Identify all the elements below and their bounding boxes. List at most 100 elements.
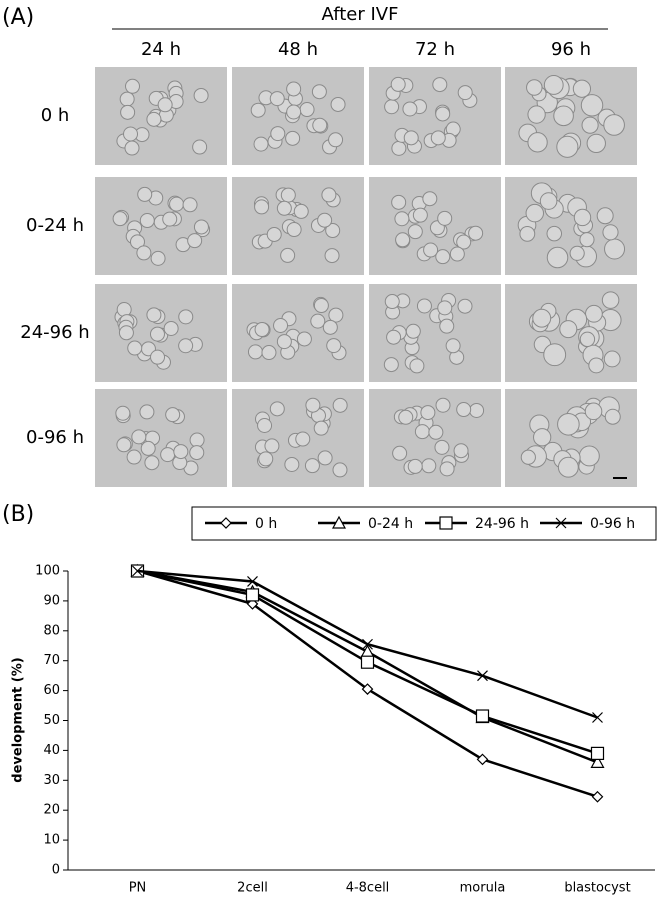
embryo [321, 187, 337, 203]
embryo [286, 222, 302, 238]
embryo [115, 405, 131, 421]
embryo [310, 313, 326, 329]
embryo [160, 447, 176, 463]
embryo [149, 326, 165, 342]
embryo [119, 91, 135, 107]
embryo [286, 81, 302, 97]
legend-marker [220, 517, 232, 529]
embryo [163, 320, 179, 336]
column-label: 48 h [278, 39, 318, 60]
embryo [146, 307, 162, 323]
column-label: 72 h [415, 39, 455, 60]
embryo [136, 245, 152, 261]
data-point [360, 655, 375, 669]
embryo [269, 401, 285, 417]
y-tick-label: 40 [43, 743, 60, 758]
embryo [273, 317, 289, 333]
embryo [120, 104, 136, 120]
embryo [384, 294, 400, 310]
embryo [253, 136, 269, 152]
embryo [127, 340, 143, 356]
embryo [178, 338, 194, 354]
embryo [266, 226, 282, 242]
embryo [157, 97, 173, 113]
embryo [543, 75, 564, 95]
column-label: 96 h [551, 39, 591, 60]
embryo [182, 197, 198, 213]
row-label: 0 h [41, 105, 70, 126]
embryo [328, 307, 344, 323]
embryo [258, 451, 274, 467]
embryo [520, 449, 536, 465]
embryo [533, 428, 552, 447]
embryo [526, 79, 543, 96]
embryo [409, 358, 425, 374]
embryo [421, 458, 437, 474]
embryo [556, 135, 579, 158]
embryo [434, 439, 450, 455]
embryo [296, 331, 312, 347]
embryo [543, 343, 567, 367]
embryo [169, 196, 185, 212]
embryo [313, 420, 329, 436]
embryo [432, 77, 448, 93]
embryo [572, 79, 592, 98]
embryo [193, 87, 209, 103]
embryo [546, 225, 563, 242]
embryo [603, 350, 621, 368]
header: After IVF [322, 4, 399, 25]
embryo [468, 225, 484, 241]
embryo [317, 212, 333, 228]
embryo [383, 357, 399, 373]
embryo [123, 126, 139, 142]
embryo [407, 458, 423, 474]
embryo [150, 349, 166, 365]
embryo [189, 445, 205, 461]
data-point [132, 565, 143, 577]
embryo [324, 248, 340, 264]
data-point [475, 709, 490, 723]
y-tick-label: 10 [43, 833, 60, 848]
embryo [144, 455, 160, 471]
micrograph [95, 389, 227, 487]
y-tick-label: 20 [43, 803, 60, 818]
embryo [112, 211, 128, 227]
y-tick-label: 30 [43, 773, 60, 788]
panel-label: (A) [2, 5, 34, 30]
embryo [420, 405, 436, 421]
data-point [362, 638, 373, 650]
embryo [428, 424, 444, 440]
embryo [299, 102, 315, 118]
embryo [435, 249, 451, 265]
embryo [165, 407, 181, 423]
embryo [286, 104, 302, 120]
embryo [178, 309, 194, 325]
embryo [453, 443, 469, 459]
embryo [449, 246, 465, 262]
embryo [430, 130, 446, 146]
y-tick-label: 50 [43, 713, 60, 728]
embryo [391, 194, 407, 210]
x-tick-label: PN [129, 881, 147, 896]
embryo [261, 345, 277, 361]
embryo [439, 318, 455, 334]
embryo [527, 132, 548, 153]
embryo [395, 232, 411, 248]
data-point [245, 588, 260, 602]
embryo [384, 99, 400, 115]
legend-label: 0-24 h [368, 516, 413, 532]
embryo [325, 223, 341, 239]
embryo [304, 458, 320, 474]
y-tick-label: 80 [43, 623, 60, 638]
y-tick-label: 60 [43, 683, 60, 698]
embryo [124, 140, 140, 156]
embryo [390, 76, 406, 92]
embryo [439, 461, 455, 477]
embryo [457, 85, 473, 101]
embryo [519, 225, 536, 242]
embryo [604, 408, 621, 425]
embryo [254, 199, 270, 215]
embryo [469, 402, 485, 418]
embryo [284, 456, 300, 472]
